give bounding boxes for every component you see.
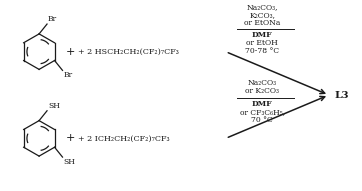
- Text: or EtOH: or EtOH: [247, 39, 278, 47]
- Text: 70-78 °C: 70-78 °C: [245, 47, 279, 55]
- Text: +: +: [66, 47, 76, 57]
- Text: +: +: [66, 133, 76, 143]
- Text: 70 °C: 70 °C: [252, 116, 273, 124]
- Text: Na₂CO₃,: Na₂CO₃,: [247, 3, 278, 11]
- Text: SH: SH: [63, 158, 75, 166]
- Text: DMF: DMF: [252, 31, 273, 39]
- Text: DMF: DMF: [252, 100, 273, 108]
- Text: Br: Br: [63, 71, 73, 79]
- Text: or CF₃C₆H₅,: or CF₃C₆H₅,: [240, 108, 285, 116]
- Text: + 2 HSCH₂CH₂(CF₂)₇CF₃: + 2 HSCH₂CH₂(CF₂)₇CF₃: [78, 48, 179, 56]
- Text: or EtONa: or EtONa: [244, 19, 281, 27]
- Text: K₂CO₃,: K₂CO₃,: [249, 11, 275, 19]
- Text: Na₂CO₃: Na₂CO₃: [248, 79, 277, 87]
- Text: L3: L3: [335, 91, 349, 100]
- Text: Br: Br: [48, 15, 57, 23]
- Text: + 2 ICH₂CH₂(CF₂)₇CF₃: + 2 ICH₂CH₂(CF₂)₇CF₃: [78, 134, 169, 142]
- Text: or K₂CO₃: or K₂CO₃: [245, 87, 279, 95]
- Text: SH: SH: [48, 102, 60, 110]
